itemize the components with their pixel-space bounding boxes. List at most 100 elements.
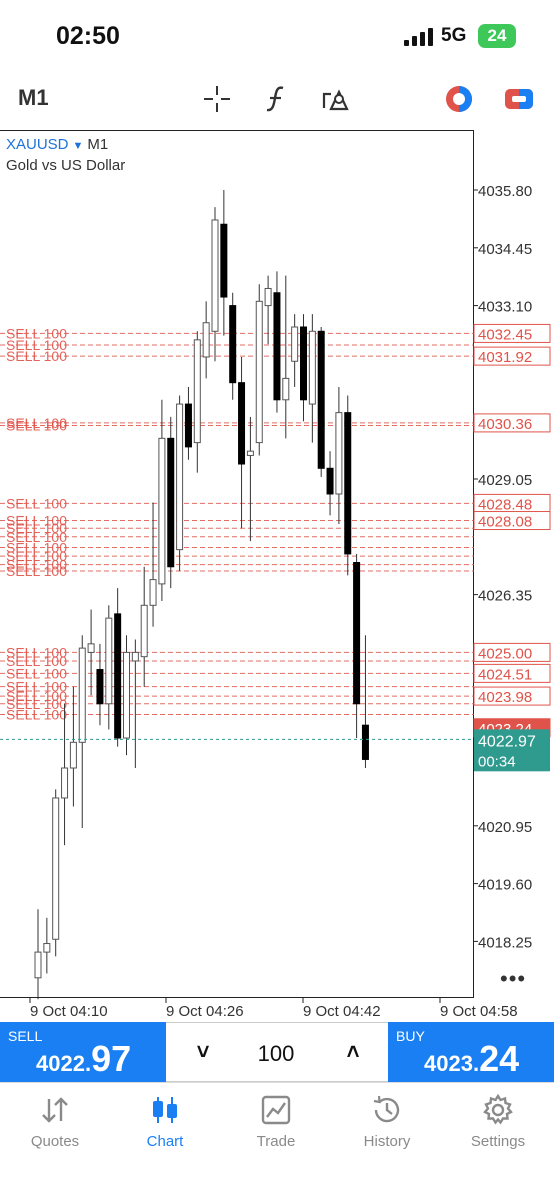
tab-settings[interactable]: Settings — [443, 1093, 553, 1150]
status-bar: 02:50 5G 24 — [0, 0, 554, 70]
price-axis-label: 4020.95 — [478, 819, 532, 836]
signal-icon — [404, 28, 433, 46]
time-axis-label: 9 Oct 04:10 — [30, 1003, 108, 1020]
one-click-trading-icon[interactable] — [502, 82, 536, 116]
tab-quotes[interactable]: Quotes — [0, 1093, 110, 1150]
bid-price-label: 4022.97 — [478, 733, 536, 750]
bear-candle — [300, 326, 307, 401]
bull-candle — [193, 339, 201, 444]
sell-order-label: SELL 100 — [6, 337, 67, 353]
tab-chart[interactable]: Chart — [110, 1093, 220, 1150]
bull-candle — [43, 943, 51, 953]
bear-candle — [317, 330, 325, 469]
sell-order-label: SELL 100 — [6, 665, 67, 681]
time-axis-label: 9 Oct 04:58 — [440, 1003, 518, 1020]
order-level-label: 4028.08 — [478, 514, 532, 531]
price-axis-label: 4029.05 — [478, 472, 532, 489]
volume-selector: ˅ 100 ˄ — [166, 1022, 388, 1082]
order-level-tag — [473, 663, 551, 683]
volume-increase-button[interactable]: ˄ — [346, 1039, 360, 1064]
price-axis-label: 4026.35 — [478, 588, 532, 605]
order-level-label: 4024.51 — [478, 666, 532, 683]
order-level-label: 4030.36 — [478, 416, 532, 433]
bull-candle — [308, 330, 316, 405]
tab-history[interactable]: History — [332, 1093, 442, 1150]
bear-candle — [344, 412, 352, 555]
symbol-timeframe: M1 — [87, 136, 109, 153]
order-level-tag — [473, 686, 551, 706]
trade-level-icon[interactable] — [442, 82, 476, 116]
bull-candle — [61, 767, 69, 799]
price-chart[interactable]: SELL 100 SELL 100 SELL 100 SELL 100 SELL 100… — [0, 130, 554, 1023]
sell-order-label: SELL 100 — [6, 348, 67, 364]
bear-candle — [229, 305, 237, 384]
order-level-tag — [473, 413, 551, 433]
bull-candle — [282, 377, 290, 401]
sell-order-label: SELL 100 — [6, 417, 67, 433]
indicator-function-icon[interactable] — [259, 82, 293, 116]
sell-order-label: SELL 100 — [6, 688, 67, 704]
buy-label: BUY — [396, 1028, 425, 1044]
bull-candle — [246, 450, 254, 456]
bear-candle — [96, 669, 104, 705]
battery-icon: 24 — [478, 24, 516, 48]
network-type: 5G — [441, 25, 467, 46]
price-axis-label: 4033.10 — [478, 299, 532, 316]
bull-candle — [149, 579, 157, 606]
bull-candle — [335, 412, 343, 495]
order-level-tag — [473, 642, 551, 662]
price-axis-label: 4034.45 — [478, 241, 532, 258]
one-click-trade-panel: SELL 4022.97 ˅ 100 ˄ BUY 4023.24 — [0, 1022, 554, 1082]
symbol-dropdown-icon[interactable]: ▼ — [72, 140, 84, 152]
sell-order-label: SELL 100 — [6, 325, 67, 341]
status-time: 02:50 — [56, 22, 120, 50]
symbol-description: Gold vs US Dollar — [6, 157, 126, 174]
quotes-arrows-icon — [42, 1097, 68, 1123]
bear-candle — [361, 724, 369, 760]
objects-icon[interactable] — [318, 82, 352, 116]
bull-candle — [264, 287, 272, 307]
buy-button[interactable]: BUY 4023.24 — [388, 1022, 554, 1082]
history-clock-icon — [373, 1095, 400, 1123]
sell-order-label: SELL 100 — [6, 653, 67, 669]
bull-candle — [255, 300, 263, 444]
volume-decrease-button[interactable]: ˅ — [196, 1039, 210, 1064]
timeframe-button[interactable]: M1 — [18, 85, 49, 110]
sell-order-label: SELL 100 — [6, 696, 67, 712]
bid-price-tag — [474, 729, 550, 772]
chart-candles-icon — [153, 1097, 177, 1123]
order-level-label: 4032.45 — [478, 326, 532, 343]
symbol-name[interactable]: XAUUSD — [6, 136, 69, 153]
sell-order-label: SELL 100 — [6, 644, 67, 660]
sell-order-label: SELL 100 — [6, 679, 67, 695]
sell-order-label: SELL 100 — [6, 415, 67, 431]
tab-trade[interactable]: Trade — [221, 1093, 331, 1150]
volume-input[interactable]: 100 — [257, 1041, 295, 1066]
bull-candle — [131, 651, 139, 662]
chart-plot-area[interactable] — [0, 130, 474, 998]
crosshair-icon[interactable] — [200, 82, 234, 116]
symbol-header[interactable]: XAUUSD ▼ M1 — [6, 136, 108, 153]
order-level-tag — [473, 511, 551, 531]
more-options-icon[interactable]: ••• — [500, 966, 527, 991]
order-level-label: 4028.48 — [478, 496, 532, 513]
tab-label: History — [363, 1133, 411, 1150]
bear-candle — [238, 382, 246, 465]
bull-candle — [158, 437, 166, 585]
bear-candle — [184, 403, 192, 448]
trade-chart-icon — [261, 1095, 291, 1125]
sell-order-label: SELL 100 — [6, 520, 67, 536]
bull-candle — [78, 647, 86, 743]
sell-price: 4022.97 — [36, 1038, 132, 1079]
bear-candle — [220, 223, 228, 298]
bear-candle — [114, 613, 122, 739]
buy-price: 4023.24 — [424, 1038, 520, 1079]
bear-candle — [326, 467, 334, 495]
price-axis-label: 4035.80 — [478, 183, 532, 200]
order-level-label: 4023.98 — [478, 689, 532, 706]
tab-label: Settings — [470, 1133, 526, 1150]
tab-label: Quotes — [30, 1133, 80, 1150]
sell-button[interactable]: SELL 4022.97 — [0, 1022, 166, 1082]
bar-countdown-label: 00:34 — [478, 753, 516, 770]
